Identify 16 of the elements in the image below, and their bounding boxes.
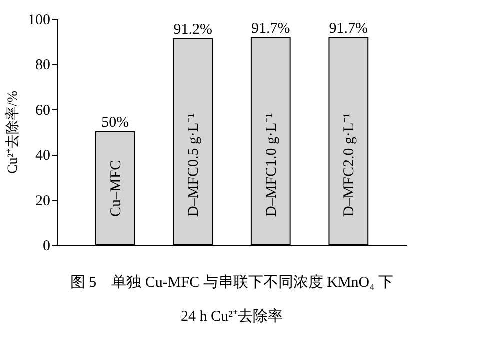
x-tick-label: Cu–MFC xyxy=(108,160,124,217)
y-tick-label: 40 xyxy=(36,148,50,164)
y-tick-label: 60 xyxy=(36,102,50,119)
data-label: 91.7% xyxy=(329,20,368,37)
y-tick-label: 80 xyxy=(36,58,50,74)
chart-title: 图 5 单独 Cu-MFC 与串联下不同浓度 KMnO₄ 下 24 h Cu²⁺去除率 xyxy=(70,275,394,325)
data-label: 91.7% xyxy=(252,20,290,37)
y-tick-label: 100 xyxy=(28,12,50,28)
y-tick-label: 0 xyxy=(43,238,50,254)
y-tick-label: 20 xyxy=(36,193,50,210)
data-label: 91.2% xyxy=(174,22,212,38)
y-axis-title: Cu²⁺去除率/% xyxy=(5,90,21,174)
data-label: 50% xyxy=(102,115,130,131)
x-tick-label: D–MFC0.5 g·L⁻¹ xyxy=(186,113,202,217)
x-tick-label: D–MFC1.0 g·L⁻¹ xyxy=(264,113,280,217)
x-tick-label: D–MFC2.0 g·L⁻¹ xyxy=(342,113,358,217)
